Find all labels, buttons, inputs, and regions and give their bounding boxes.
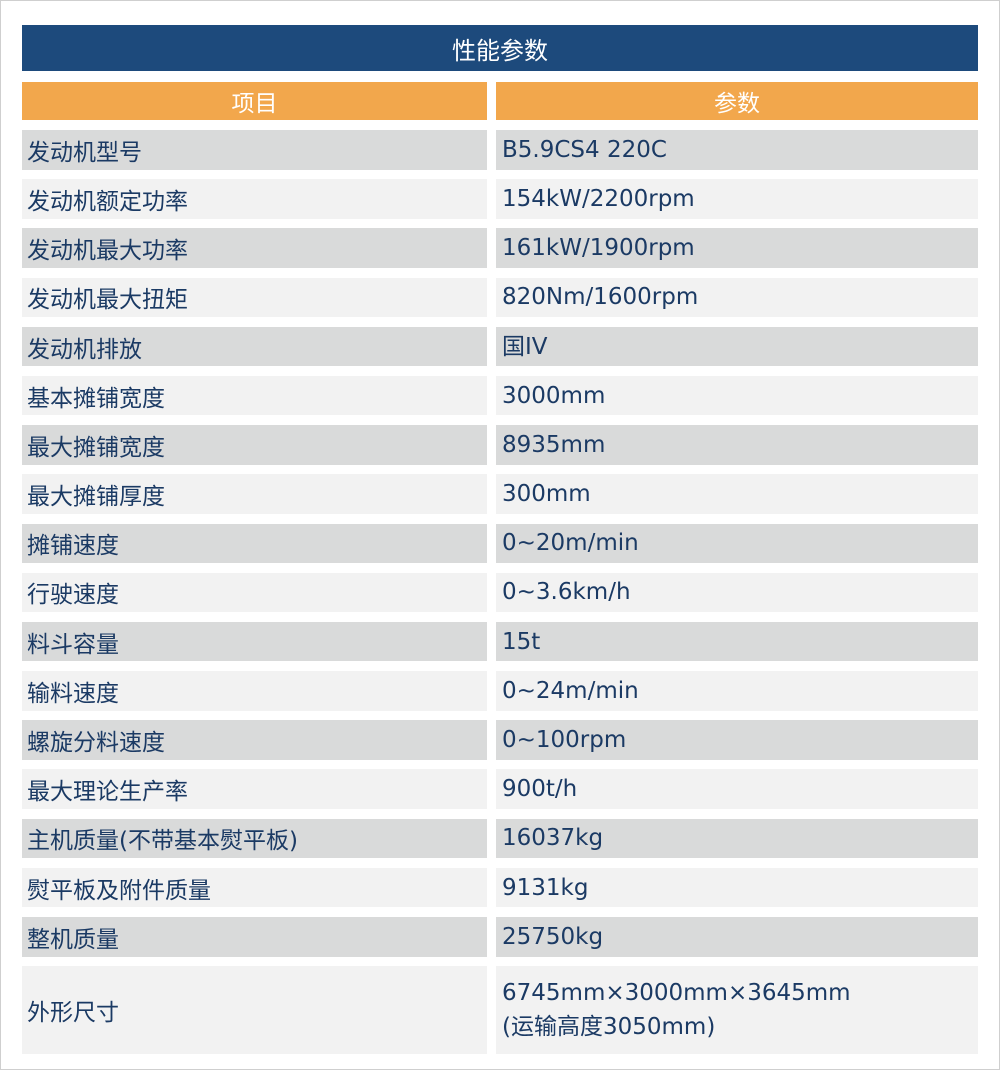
table-row: 行驶速度 0~3.6km/h	[22, 572, 978, 613]
spec-label: 最大理论生产率	[22, 769, 487, 809]
spec-value: 0~100rpm	[496, 720, 978, 760]
table-row: 发动机最大扭矩 820Nm/1600rpm	[22, 277, 978, 318]
spec-value-line: 0~24m/min	[502, 677, 639, 704]
table-row: 发动机型号 B5.9CS4 220C	[22, 130, 978, 170]
spec-value: 16037kg	[496, 818, 978, 859]
spec-label: 基本摊铺宽度	[22, 375, 487, 416]
table-row: 摊铺速度 0~20m/min	[22, 523, 978, 563]
column-header-item: 项目	[22, 82, 487, 120]
table-row: 输料速度 0~24m/min	[22, 671, 978, 711]
table-row: 最大摊铺厚度 300mm	[22, 474, 978, 514]
table-row: 最大理论生产率 900t/h	[22, 769, 978, 809]
spec-label: 主机质量(不带基本熨平板)	[22, 818, 487, 859]
spec-label: 整机质量	[22, 917, 487, 957]
spec-value: 154kW/2200rpm	[496, 179, 978, 219]
spec-value-line: 3000mm	[502, 382, 606, 409]
spec-value: 9131kg	[496, 867, 978, 908]
spec-value: 3000mm	[496, 375, 978, 416]
spec-value-line: 0~3.6km/h	[502, 579, 631, 606]
spec-value-line: 0~100rpm	[502, 727, 627, 753]
spec-value-line: 25750kg	[502, 923, 604, 950]
spec-value: 161kW/1900rpm	[496, 228, 978, 268]
spec-value-line: B5.9CS4 220C	[502, 136, 667, 163]
table-title: 性能参数	[22, 25, 978, 71]
spec-value-line: 161kW/1900rpm	[502, 235, 695, 262]
table-row: 熨平板及附件质量 9131kg	[22, 867, 978, 908]
table-row: 螺旋分料速度 0~100rpm	[22, 720, 978, 760]
spec-value-line: 15t	[502, 628, 541, 655]
spec-value: 0~24m/min	[496, 671, 978, 711]
spec-value: 8935mm	[496, 425, 978, 465]
spec-value: 300mm	[496, 474, 978, 514]
spec-value: 25750kg	[496, 917, 978, 957]
spec-value-line: 0~20m/min	[502, 530, 639, 557]
spec-value-line: 6745mm×3000mm×3645mm	[502, 980, 851, 1007]
table-row: 主机质量(不带基本熨平板) 16037kg	[22, 818, 978, 859]
spec-value: 15t	[496, 621, 978, 662]
table-row: 最大摊铺宽度 8935mm	[22, 425, 978, 465]
table-row: 发动机额定功率 154kW/2200rpm	[22, 179, 978, 219]
spec-value: 国IV	[496, 326, 978, 367]
table-row: 发动机排放 国IV	[22, 326, 978, 367]
spec-value-line: 16037kg	[502, 825, 604, 852]
table-row: 基本摊铺宽度 3000mm	[22, 375, 978, 416]
spec-table: 发动机型号 B5.9CS4 220C 发动机额定功率 154kW/2200rpm 发动机…	[22, 130, 978, 1055]
spec-value-line: 国IV	[502, 333, 548, 360]
spec-value-line: 900t/h	[502, 776, 578, 803]
table-row: 料斗容量 15t	[22, 621, 978, 662]
spec-value: 6745mm×3000mm×3645mm (运输高度3050mm)	[496, 966, 978, 1055]
spec-label: 螺旋分料速度	[22, 720, 487, 760]
spec-label: 输料速度	[22, 671, 487, 711]
spec-label: 发动机额定功率	[22, 179, 487, 219]
spec-label: 发动机最大功率	[22, 228, 487, 268]
spec-value-line: 154kW/2200rpm	[502, 185, 695, 212]
spec-label: 行驶速度	[22, 572, 487, 613]
spec-label: 发动机最大扭矩	[22, 277, 487, 318]
spec-label: 发动机型号	[22, 130, 487, 170]
spec-value: 0~20m/min	[496, 523, 978, 563]
spec-label: 外形尺寸	[22, 966, 487, 1055]
spec-label: 最大摊铺宽度	[22, 425, 487, 465]
spec-value-line: 8935mm	[502, 431, 606, 458]
spec-label: 熨平板及附件质量	[22, 867, 487, 908]
table-row: 发动机最大功率 161kW/1900rpm	[22, 228, 978, 268]
spec-label: 发动机排放	[22, 326, 487, 367]
table-row: 整机质量 25750kg	[22, 917, 978, 957]
spec-label: 料斗容量	[22, 621, 487, 662]
spec-value-line: 820Nm/1600rpm	[502, 284, 699, 311]
column-header-parameter: 参数	[496, 82, 978, 120]
spec-value: 820Nm/1600rpm	[496, 277, 978, 318]
spec-label: 摊铺速度	[22, 523, 487, 563]
table-row: 外形尺寸 6745mm×3000mm×3645mm (运输高度3050mm)	[22, 966, 978, 1055]
spec-value: 900t/h	[496, 769, 978, 809]
spec-value-line: 300mm	[502, 481, 591, 508]
spec-value-line: 9131kg	[502, 874, 589, 901]
spec-label: 最大摊铺厚度	[22, 474, 487, 514]
spec-value: 0~3.6km/h	[496, 572, 978, 613]
spec-value: B5.9CS4 220C	[496, 130, 978, 170]
spec-value-line: (运输高度3050mm)	[502, 1014, 716, 1041]
